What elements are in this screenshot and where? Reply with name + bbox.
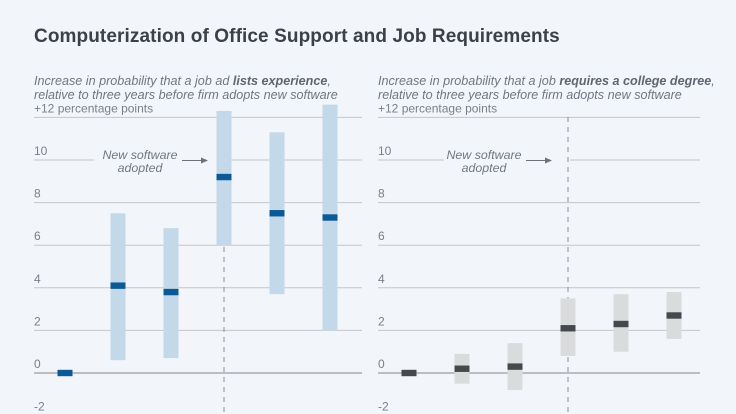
left-subtitle-suffix: , [327,74,331,88]
point-estimate [507,363,523,370]
y-tick-label: -2 [34,400,45,414]
left-subtitle-line2: relative to three years before firm adop… [34,88,338,102]
right-subtitle-prefix: Increase in probability that a job [378,74,560,88]
y-tick-label: 4 [34,272,41,286]
y-tick-label: +12 percentage points [34,101,153,115]
point-estimate [613,320,629,328]
left-subtitle-bold: lists experience [232,74,328,88]
point-estimate [163,288,179,296]
annotation-arrow-head [201,157,208,164]
annotation-line2: adopted [462,161,508,175]
y-tick-label: 8 [378,187,385,201]
right-subtitle-line2: relative to three years before firm adop… [378,88,682,102]
point-estimate [454,365,470,372]
annotation-line2: adopted [118,161,164,175]
y-tick-label: 10 [34,144,48,158]
left-subtitle-prefix: Increase in probability that a job ad [34,74,233,88]
point-estimate [322,214,338,221]
chart-title: Computerization of Office Support and Jo… [34,26,560,47]
point-estimate [110,282,126,289]
point-estimate [401,369,417,377]
y-tick-label: 2 [378,314,385,328]
annotation-arrow-head [545,157,552,164]
y-tick-label: 8 [34,187,41,201]
y-tick-label: 10 [378,144,392,158]
y-tick-label: -2 [378,400,389,414]
y-tick-label: 4 [378,272,385,286]
annotation-line1: New software [446,148,521,162]
right-subtitle: Increase in probability that a job requi… [378,74,715,102]
y-tick-label: +12 percentage points [378,101,497,115]
y-tick-label: 0 [34,357,41,371]
point-estimate [666,312,682,319]
point-estimate [269,210,285,217]
y-tick-label: 6 [378,229,385,243]
point-estimate [216,173,232,181]
annotation-line1: New software [102,148,177,162]
right-subtitle-bold: requires a college degree [559,74,712,88]
left-subtitle: Increase in probability that a job ad li… [34,74,338,102]
point-estimate [57,369,73,377]
y-tick-label: 6 [34,229,41,243]
y-tick-label: 0 [378,357,385,371]
point-estimate [560,325,576,332]
y-tick-label: 2 [34,314,41,328]
right-subtitle-suffix: , [711,74,715,88]
